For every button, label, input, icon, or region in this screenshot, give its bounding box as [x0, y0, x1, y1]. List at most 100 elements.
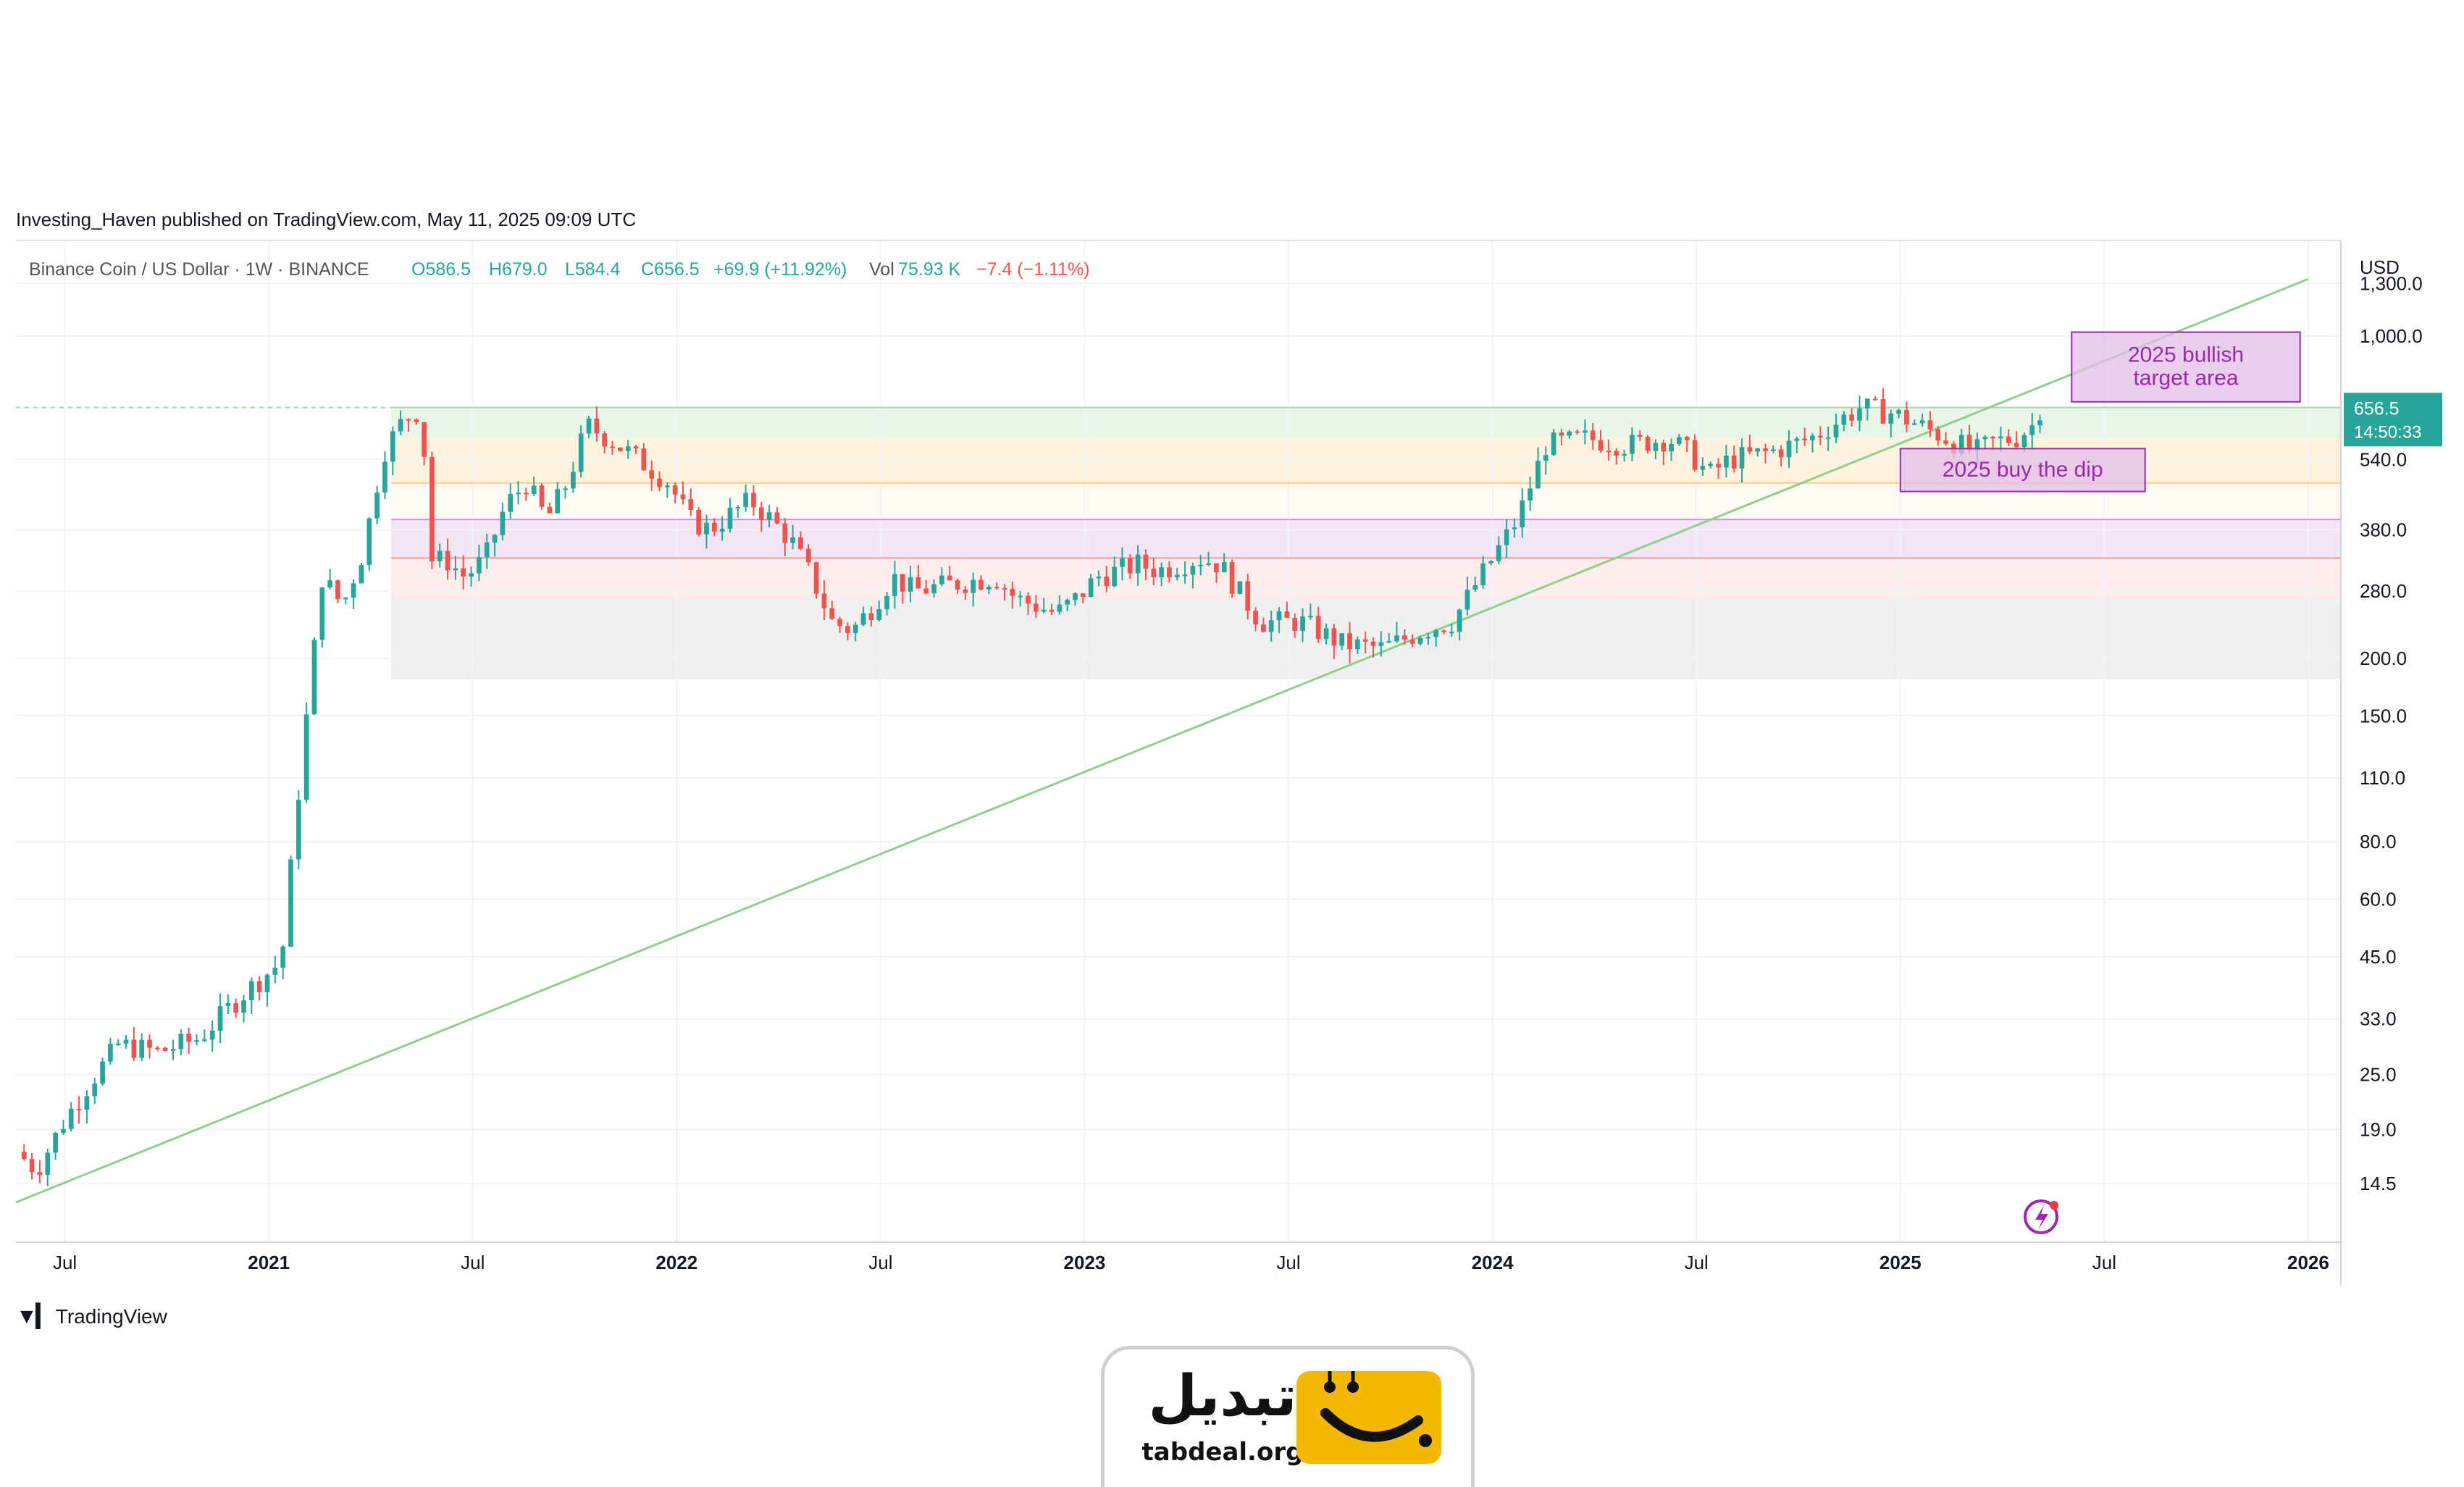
candle-body-83 [672, 485, 678, 495]
candle-245 [1943, 432, 1948, 446]
candle-224 [1778, 445, 1784, 467]
candle-97 [782, 518, 788, 556]
candle-body-117 [939, 575, 944, 585]
candle-body-192 [1528, 488, 1533, 500]
candle-body-8 [84, 1096, 90, 1110]
candle-151 [1206, 551, 1211, 566]
candle-body-35 [296, 800, 301, 860]
candle-body-105 [845, 626, 850, 633]
candle-257 [2037, 414, 2042, 433]
buy-dip-box[interactable]: 2025 buy the dip [1899, 448, 2146, 493]
candle-body-103 [829, 608, 835, 619]
candle-body-169 [1347, 633, 1352, 650]
legend-change: +69.9 (+11.92%) [713, 259, 847, 280]
candle-body-55 [453, 568, 458, 571]
candle-132 [1057, 595, 1063, 615]
candle-body-40 [335, 580, 340, 600]
candle-body-67 [547, 506, 553, 514]
candle-231 [1833, 413, 1839, 443]
candle-81 [657, 471, 662, 492]
candle-body-164 [1308, 616, 1313, 618]
price-axis[interactable]: 14.5 19.0 25.0 33.0 45.0 60.0 80.0 110.0 150.0 20… [2360, 272, 2423, 1194]
candle-218 [1731, 445, 1737, 473]
candle-5 [61, 1119, 66, 1136]
candle-body-36 [303, 714, 309, 800]
candle-147 [1174, 567, 1180, 581]
candle-121 [971, 572, 976, 607]
candle-body-97 [782, 523, 788, 543]
candle-body-163 [1300, 616, 1305, 631]
candle-252 [1998, 426, 2003, 452]
candle-42 [351, 579, 356, 609]
candle-40 [335, 579, 340, 603]
candle-body-222 [1763, 448, 1768, 451]
candle-31 [264, 973, 270, 1007]
candle-body-27 [233, 1002, 239, 1013]
candle-body-182 [1449, 632, 1454, 634]
candle-body-130 [1041, 609, 1047, 612]
candle-body-199 [1583, 430, 1588, 433]
currency-label[interactable]: USD [2360, 256, 2400, 278]
candle-104 [837, 616, 842, 633]
bullish-target-box-label-1: target area [2133, 366, 2238, 390]
x-tick-label-10: Jul [2092, 1252, 2116, 1273]
zone-4 [391, 558, 2342, 598]
candle-136 [1088, 574, 1094, 598]
candle-171 [1362, 632, 1368, 654]
candle-body-61 [500, 511, 506, 535]
candle-body-94 [758, 507, 764, 520]
candle-9 [92, 1078, 98, 1105]
candle-body-170 [1354, 639, 1360, 650]
candle-116 [931, 579, 936, 598]
candle-243 [1927, 411, 1933, 437]
y-tick-label-9: 200.0 [2360, 648, 2407, 669]
candle-176 [1401, 629, 1407, 645]
candle-219 [1739, 438, 1745, 483]
candle-body-19 [170, 1049, 176, 1051]
candle-194 [1543, 446, 1549, 475]
candle-158 [1261, 617, 1266, 632]
candle-38 [319, 587, 325, 648]
candle-172 [1370, 637, 1376, 658]
candle-207 [1645, 435, 1651, 454]
candle-body-91 [735, 507, 741, 509]
candle-86 [696, 506, 701, 537]
candle-174 [1386, 633, 1392, 643]
candle-body-41 [343, 598, 348, 600]
y-tick-label-2: 25.0 [2360, 1063, 2397, 1085]
candle-26 [225, 994, 231, 1014]
candle-body-24 [209, 1030, 215, 1040]
candle-body-13 [123, 1039, 129, 1044]
candle-92 [743, 484, 748, 512]
y-tick-label-15: 1,300.0 [2360, 272, 2423, 294]
zone-0 [391, 407, 2342, 439]
candle-body-200 [1590, 430, 1596, 440]
candle-123 [986, 585, 992, 595]
lightning-icon[interactable] [2024, 1199, 2058, 1234]
candle-body-17 [155, 1047, 160, 1050]
candle-41 [343, 597, 348, 605]
candle-139 [1112, 556, 1117, 587]
candle-8 [84, 1089, 90, 1124]
candle-body-148 [1182, 574, 1188, 577]
candle-body-205 [1630, 435, 1635, 454]
candle-body-150 [1198, 564, 1204, 566]
candle-body-157 [1253, 611, 1258, 625]
candle-142 [1135, 545, 1141, 586]
candle-72 [586, 416, 592, 439]
candle-196 [1559, 428, 1564, 445]
candle-body-184 [1464, 590, 1470, 610]
candle-36 [303, 702, 309, 803]
candle-body-206 [1637, 435, 1643, 437]
time-axis[interactable]: Jul 2021 Jul 2022 Jul 2023 Jul 2024 Jul 2025 Jul 20… [53, 1252, 2329, 1273]
candle-144 [1151, 558, 1157, 586]
candle-body-155 [1237, 581, 1243, 594]
candle-body-158 [1261, 624, 1266, 632]
candle-111 [892, 561, 897, 609]
candle-199 [1583, 419, 1588, 445]
candle-body-186 [1480, 563, 1485, 586]
candle-body-74 [602, 433, 608, 447]
candle-body-6 [68, 1108, 74, 1129]
